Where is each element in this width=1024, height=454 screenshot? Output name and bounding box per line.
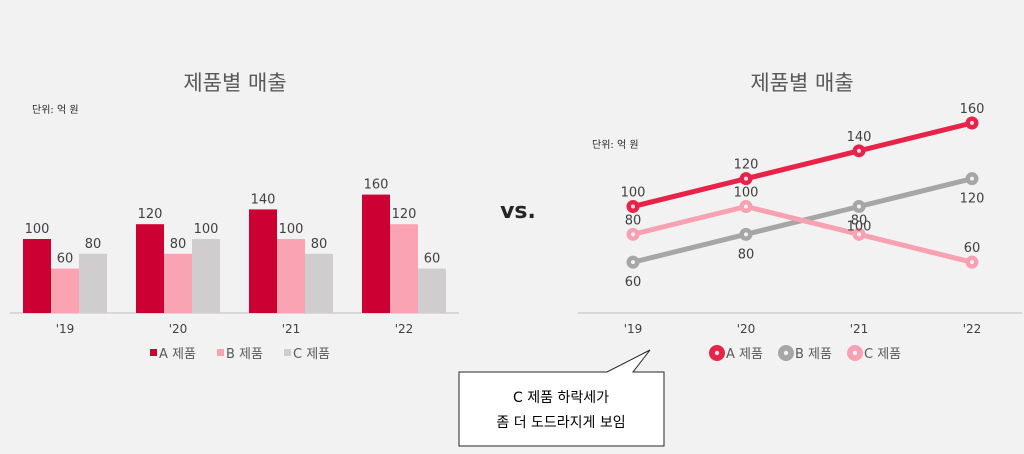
line-data-label: 120	[734, 158, 759, 173]
bar	[192, 239, 220, 313]
line-data-label: 100	[734, 186, 759, 201]
line-series	[630, 120, 975, 209]
bar-data-label: 120	[138, 207, 163, 222]
line-marker-dot	[744, 232, 748, 237]
line-marker-dot	[631, 204, 635, 209]
line-marker-dot	[857, 204, 861, 209]
bar-data-label: 80	[170, 237, 187, 252]
line-marker-dot	[857, 232, 861, 237]
callout-shape	[458, 349, 665, 447]
bar-data-label: 120	[392, 207, 417, 222]
bar	[164, 253, 192, 313]
line-x-tick-label: '22	[963, 322, 982, 336]
line-data-label: 140	[847, 130, 872, 145]
bar-data-label: 100	[25, 222, 50, 237]
bar	[249, 209, 277, 313]
line-data-label: 80	[625, 213, 642, 228]
bar-x-tick-label: '21	[282, 322, 301, 336]
line-legend-marker-dot	[783, 350, 789, 356]
bar	[277, 239, 305, 313]
bar-data-label: 60	[424, 252, 441, 267]
line-marker-dot	[744, 176, 748, 181]
bar-legend-swatch	[150, 349, 157, 356]
line-legend-label: A 제품	[726, 347, 763, 362]
line-marker-dot	[970, 121, 974, 125]
bar	[390, 224, 418, 313]
bar-chart-unit-label: 단위: 억 원	[32, 103, 79, 116]
line-x-tick-label: '19	[624, 322, 643, 336]
line-data-label: 80	[738, 247, 755, 262]
vs-separator: vs.	[500, 199, 536, 224]
line-data-label: 100	[847, 220, 872, 235]
bar-data-label: 100	[194, 222, 219, 237]
line-marker-dot	[744, 204, 748, 209]
callout-box: C 제품 하락세가 좀 더 도드라지게 보임	[458, 349, 665, 447]
line-data-label: 80	[851, 213, 868, 228]
line-data-label: 60	[625, 275, 642, 290]
line-marker-dot	[970, 260, 974, 265]
bar-legend-label: C 제품	[293, 347, 330, 362]
line-data-label: 100	[621, 186, 646, 201]
bar-legend-label: B 제품	[226, 347, 263, 362]
line-data-label: 120	[960, 192, 985, 207]
line-marker-dot	[631, 232, 635, 237]
bar-data-label: 60	[57, 252, 74, 267]
line-x-tick-label: '21	[850, 322, 869, 336]
bar-data-label: 80	[85, 237, 102, 252]
line-legend-marker-dot	[852, 350, 858, 356]
bar	[418, 268, 446, 313]
bar-legend-swatch	[284, 349, 291, 356]
bar	[23, 239, 51, 313]
bar-x-tick-label: '20	[169, 322, 188, 336]
bar-x-tick-label: '22	[395, 322, 414, 336]
callout-line-1: C 제품 하락세가	[513, 390, 609, 406]
bar-data-label: 80	[311, 237, 328, 252]
line-data-label: 60	[964, 241, 981, 256]
callout-line-2: 좀 더 도드라지게 보임	[496, 415, 625, 431]
bar	[362, 194, 390, 313]
line-marker-dot	[970, 176, 974, 181]
bar-x-tick-label: '19	[56, 322, 75, 336]
bar-legend-label: A 제품	[159, 347, 196, 362]
line-legend-marker-dot	[714, 350, 720, 356]
line-chart-unit-label: 단위: 억 원	[592, 138, 639, 151]
bar-data-label: 140	[251, 192, 276, 207]
line-series	[630, 204, 975, 265]
bar-chart-title: 제품별 매출	[183, 71, 286, 95]
line-legend-label: C 제품	[864, 347, 901, 362]
bar-data-label: 160	[364, 178, 389, 193]
line-marker-dot	[631, 260, 635, 265]
bar	[136, 224, 164, 313]
bar	[51, 268, 79, 313]
line-chart-title: 제품별 매출	[750, 71, 853, 95]
line-marker-dot	[857, 148, 861, 153]
line-data-label: 160	[960, 102, 985, 117]
bar	[305, 253, 333, 313]
bar-data-label: 100	[279, 222, 304, 237]
line-x-tick-label: '20	[737, 322, 756, 336]
bar-chart-plot: 1006080'1912080100'2014010080'2116012060…	[23, 178, 446, 362]
line-legend-label: B 제품	[795, 347, 832, 362]
line-chart-plot: 1001201401606080100120801008060'19'20'21…	[621, 102, 985, 362]
bar	[79, 253, 107, 313]
bar-legend-swatch	[217, 349, 224, 356]
